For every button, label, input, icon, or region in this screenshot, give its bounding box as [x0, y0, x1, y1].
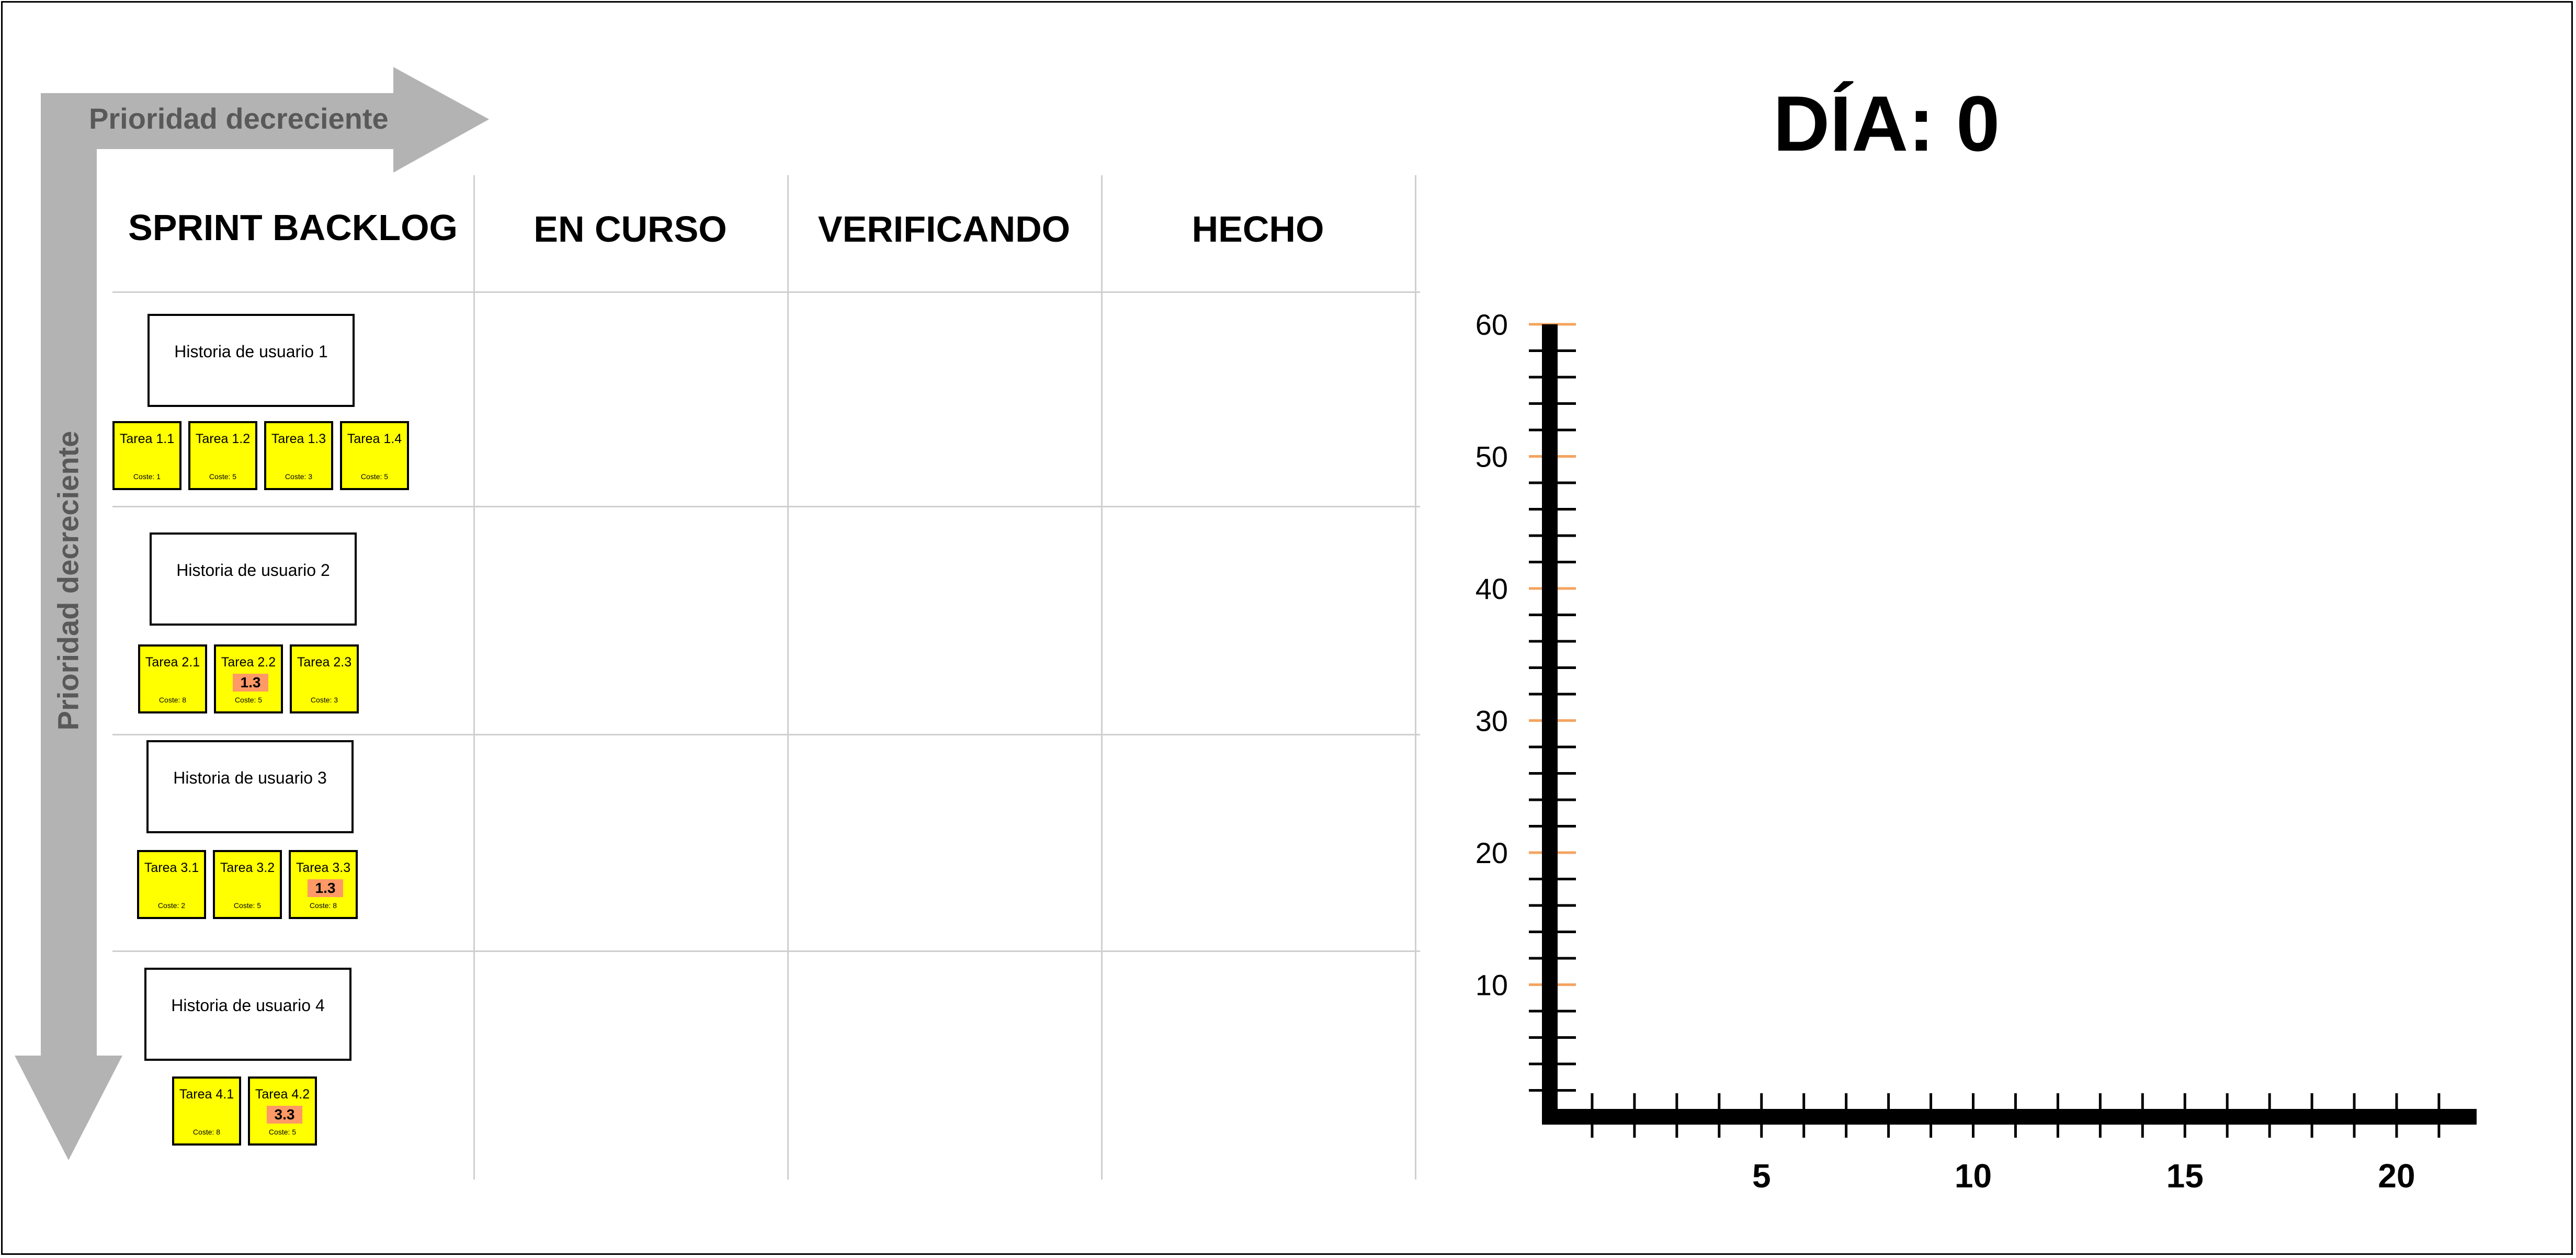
task-card[interactable]: Tarea 2.1 Coste: 8 — [138, 644, 207, 713]
task-card[interactable]: Tarea 3.3 1.3 Coste: 8 — [289, 850, 358, 919]
x-tick-label: 15 — [2166, 1157, 2204, 1195]
day-counter: DÍA: 0 — [1773, 80, 2000, 167]
y-tick-label: 20 — [1476, 836, 1508, 869]
user-story-card[interactable]: Historia de usuario 1 — [147, 314, 355, 407]
task-name: Tarea 1.3 — [271, 432, 326, 446]
task-cost: Coste: 3 — [310, 696, 338, 704]
y-tick-label: 50 — [1476, 440, 1508, 473]
user-story-card[interactable]: Historia de usuario 4 — [144, 968, 351, 1061]
task-card[interactable]: Tarea 4.2 3.3 Coste: 5 — [248, 1076, 317, 1146]
priority-horizontal-label: Prioridad decreciente — [89, 102, 389, 135]
task-name: Tarea 2.2 — [221, 655, 276, 670]
task-cost: Coste: 8 — [309, 901, 337, 910]
column-divider — [1101, 175, 1103, 1180]
task-name: Tarea 2.1 — [145, 655, 200, 670]
task-name: Tarea 1.1 — [119, 432, 175, 446]
task-card[interactable]: Tarea 2.2 1.3 Coste: 5 — [214, 644, 283, 713]
user-story-card[interactable]: Historia de usuario 3 — [146, 740, 354, 833]
task-cost: Coste: 5 — [234, 696, 263, 704]
task-badge: 1.3 — [308, 879, 343, 897]
column-en-curso: EN CURSO — [534, 209, 727, 250]
task-cost: Coste: 5 — [209, 472, 237, 481]
task-card[interactable]: Tarea 1.3 Coste: 3 — [264, 421, 333, 490]
task-name: Tarea 3.2 — [220, 860, 275, 875]
task-card[interactable]: Tarea 1.2 Coste: 5 — [188, 421, 257, 490]
task-cost: Coste: 5 — [360, 472, 389, 481]
task-name: Tarea 2.3 — [297, 655, 352, 670]
task-card[interactable]: Tarea 1.4 Coste: 5 — [340, 421, 409, 490]
row-divider — [112, 950, 1420, 952]
x-tick-label: 20 — [2378, 1157, 2415, 1195]
task-card[interactable]: Tarea 3.1 Coste: 2 — [137, 850, 206, 919]
row-divider — [112, 291, 1420, 293]
column-sprint-backlog: SPRINT BACKLOG — [128, 207, 458, 248]
task-card[interactable]: Tarea 2.3 Coste: 3 — [290, 644, 359, 713]
priority-arrow-horizontal — [41, 67, 489, 1056]
task-badge: 1.3 — [233, 674, 268, 692]
column-divider — [1415, 175, 1416, 1180]
task-name: Tarea 3.1 — [144, 860, 199, 875]
column-verificando: VERIFICANDO — [818, 209, 1071, 250]
task-name: Tarea 1.2 — [195, 432, 251, 446]
y-tick-label: 60 — [1476, 308, 1508, 341]
task-card[interactable]: Tarea 1.1 Coste: 1 — [112, 421, 181, 490]
task-cost: Coste: 8 — [192, 1128, 221, 1136]
row-divider — [112, 734, 1420, 735]
task-card[interactable]: Tarea 4.1 Coste: 8 — [172, 1076, 241, 1146]
y-tick-label: 10 — [1476, 969, 1508, 1002]
task-name: Tarea 4.2 — [255, 1087, 310, 1102]
task-cost: Coste: 5 — [233, 901, 262, 910]
task-cost: Coste: 8 — [158, 696, 187, 704]
column-hecho: HECHO — [1191, 209, 1324, 250]
task-cost: Coste: 2 — [157, 901, 186, 910]
task-badge: 3.3 — [267, 1106, 302, 1124]
column-divider — [473, 175, 475, 1180]
y-tick-label: 30 — [1476, 705, 1508, 738]
user-story-card[interactable]: Historia de usuario 2 — [150, 532, 357, 626]
y-tick-label: 40 — [1476, 572, 1508, 605]
row-divider — [112, 506, 1420, 507]
x-tick-label: 5 — [1752, 1157, 1771, 1195]
task-name: Tarea 3.3 — [296, 860, 351, 875]
task-card[interactable]: Tarea 3.2 Coste: 5 — [213, 850, 282, 919]
task-name: Tarea 1.4 — [347, 432, 402, 446]
task-cost: Coste: 3 — [285, 472, 313, 481]
task-cost: Coste: 5 — [268, 1128, 297, 1136]
column-divider — [787, 175, 789, 1180]
task-cost: Coste: 1 — [133, 472, 161, 481]
task-name: Tarea 4.1 — [179, 1087, 234, 1102]
priority-arrow-vertical — [15, 1056, 122, 1160]
x-tick-label: 10 — [1955, 1157, 1992, 1195]
